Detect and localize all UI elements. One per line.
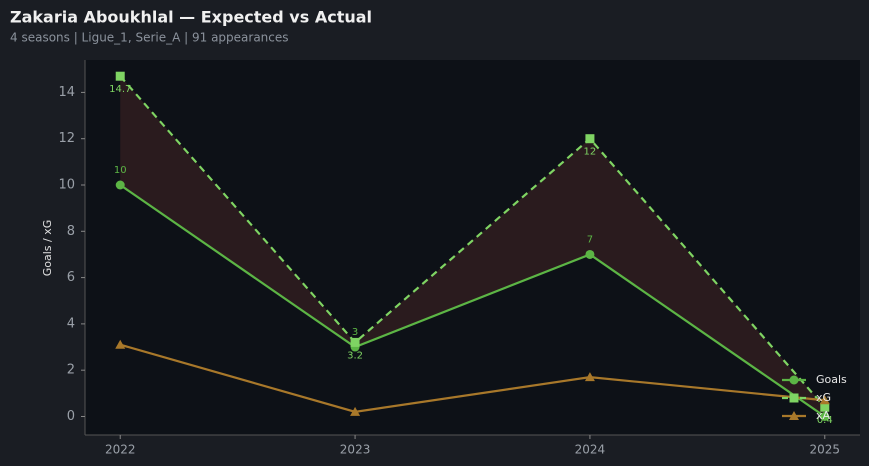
- point: [820, 402, 830, 412]
- legend-label: Goals: [816, 373, 847, 386]
- line: [119, 75, 826, 408]
- line: [119, 343, 825, 413]
- legend-label: xA: [816, 409, 831, 422]
- y-tick-label: 8: [67, 224, 75, 239]
- y-tick-label: 12: [58, 131, 75, 146]
- data-label: 10: [114, 165, 127, 176]
- point: [789, 375, 799, 385]
- point: [350, 337, 360, 347]
- point: [820, 411, 830, 421]
- y-tick-label: 0: [67, 409, 75, 424]
- point: [350, 406, 361, 416]
- data-label: 0.4: [817, 415, 833, 426]
- fill-between: [120, 76, 825, 417]
- chart-title: Zakaria Aboukhlal — Expected vs Actual: [10, 8, 372, 27]
- chart-subtitle: 4 seasons | Ligue_1, Serie_A | 91 appear…: [10, 31, 289, 45]
- y-tick-label: 4: [67, 316, 75, 331]
- y-axis-label: Goals / xG: [41, 220, 54, 277]
- point: [819, 395, 830, 405]
- x-tick-label: 2025: [809, 443, 840, 457]
- line: [119, 184, 826, 418]
- data-label: 14.7: [109, 84, 131, 95]
- point: [115, 180, 125, 190]
- point: [789, 411, 799, 420]
- y-tick-label: 6: [67, 270, 75, 285]
- point: [584, 372, 595, 382]
- point: [115, 71, 125, 81]
- y-tick-label: 2: [67, 363, 75, 378]
- data-label: 12: [584, 147, 597, 158]
- point: [585, 134, 595, 144]
- legend-label: xG: [816, 391, 831, 404]
- data-label: 7: [587, 234, 593, 245]
- x-tick-label: 2023: [340, 443, 371, 457]
- data-label: 3: [352, 327, 358, 338]
- point: [585, 249, 595, 259]
- point: [789, 393, 799, 403]
- x-tick-label: 2022: [105, 443, 136, 457]
- x-tick-label: 2024: [575, 443, 606, 457]
- y-tick-label: 14: [58, 85, 75, 100]
- y-tick-label: 10: [58, 178, 75, 193]
- point: [115, 339, 126, 349]
- data-label: 3.2: [347, 350, 363, 361]
